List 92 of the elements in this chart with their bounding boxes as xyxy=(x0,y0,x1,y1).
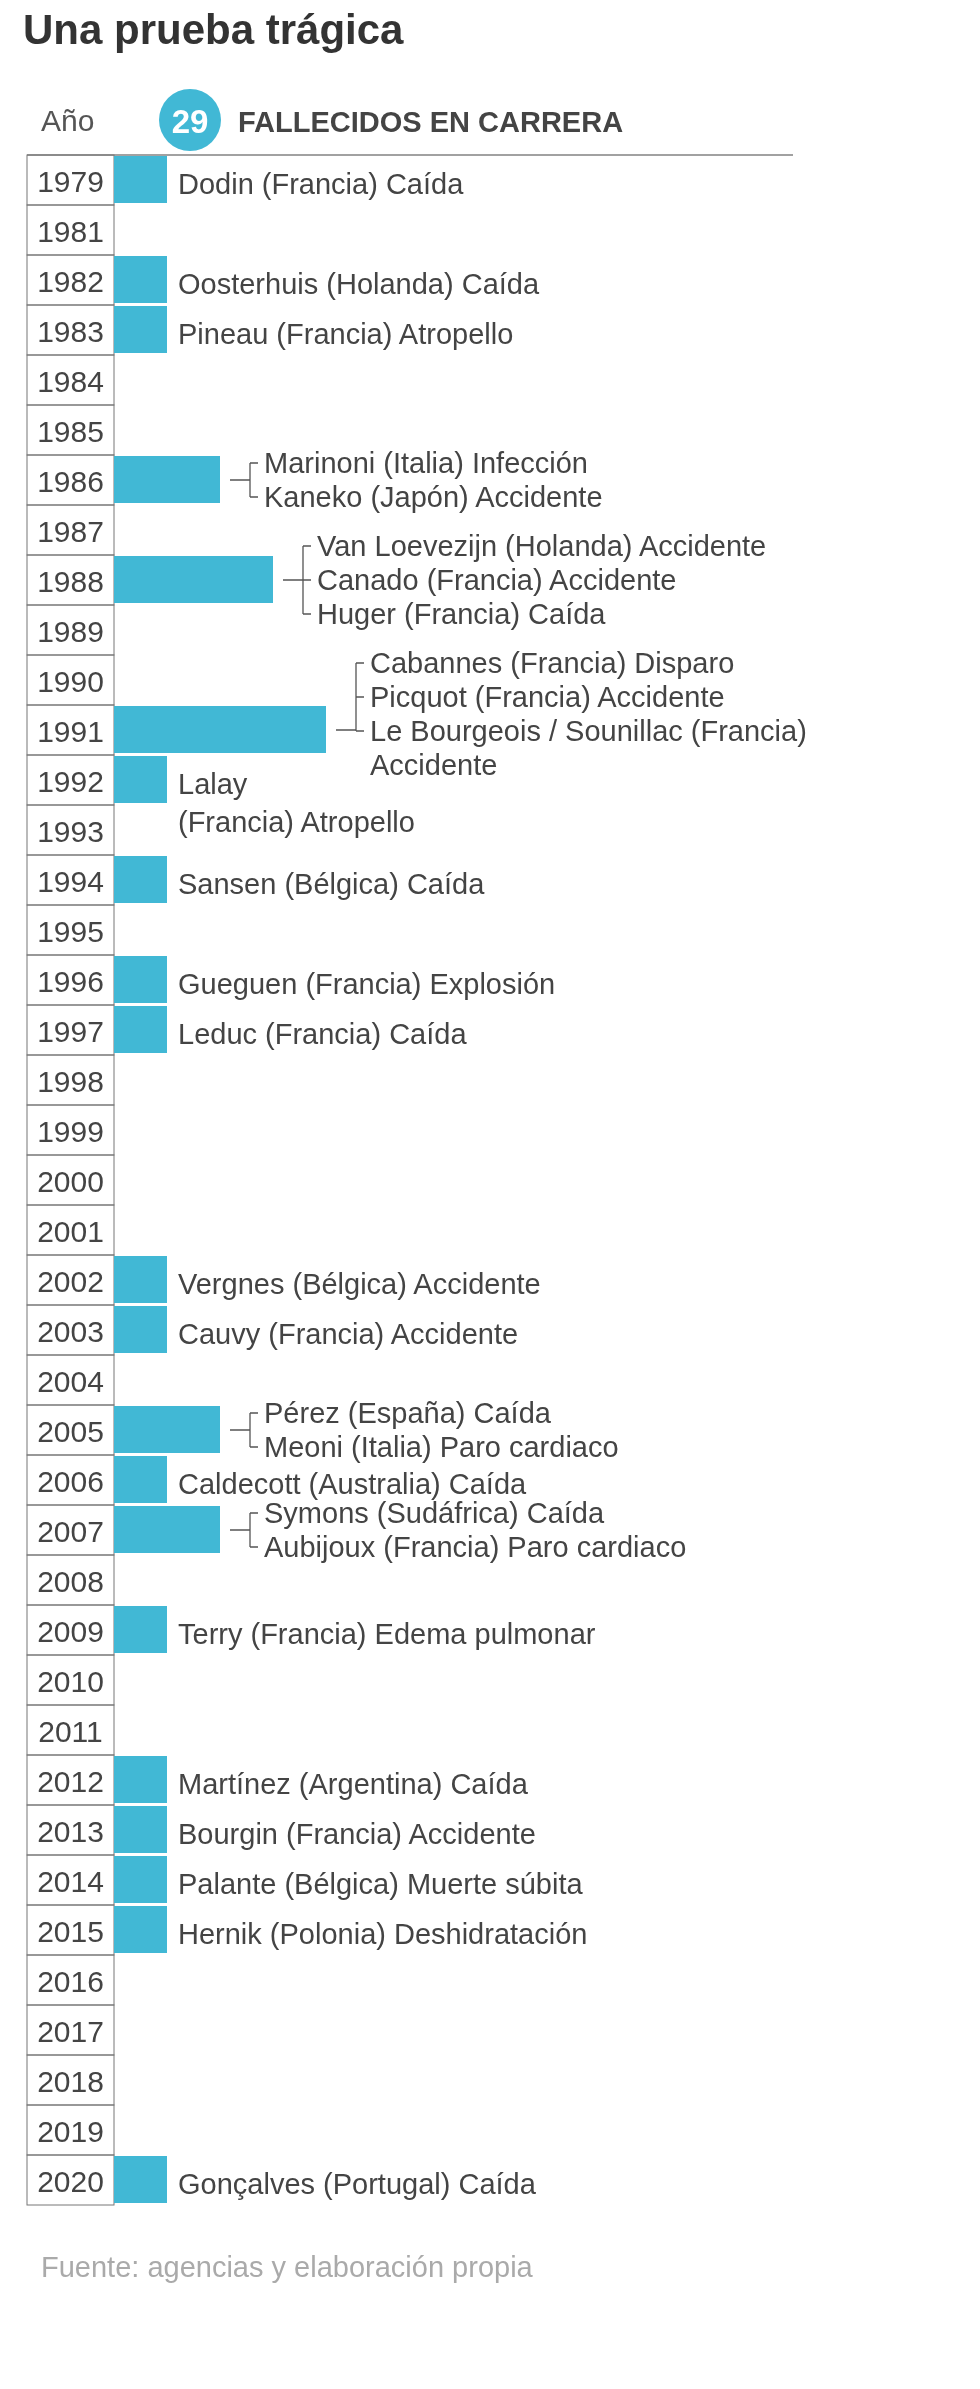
source-note: Fuente: agencias y elaboración propia xyxy=(41,2251,534,2283)
y-tick-label: 1985 xyxy=(37,414,104,448)
y-tick-label: 2016 xyxy=(37,1964,104,1998)
bar xyxy=(114,1256,167,1303)
y-tick-label: 2014 xyxy=(37,1864,104,1898)
y-axis-title: Año xyxy=(41,103,95,137)
bar xyxy=(114,1006,167,1053)
y-tick-label: 1996 xyxy=(37,964,104,998)
annotation: Palante (Bélgica) Muerte súbita xyxy=(178,1868,584,1900)
annotation: Marinoni (Italia) Infección xyxy=(264,447,588,479)
annotation: Pineau (Francia) Atropello xyxy=(178,318,514,350)
y-tick-label: 2005 xyxy=(37,1414,104,1448)
annotation: Van Loevezijn (Holanda) Accidente xyxy=(317,530,767,562)
y-tick-label: 1982 xyxy=(37,264,104,298)
bar xyxy=(114,856,167,903)
bar xyxy=(114,756,167,803)
y-tick-label: 1990 xyxy=(37,664,104,698)
bar xyxy=(114,1856,167,1903)
annotation: Hernik (Polonia) Deshidratación xyxy=(178,1918,588,1950)
y-tick-label: 2012 xyxy=(37,1764,104,1798)
y-tick-label: 2009 xyxy=(37,1614,104,1648)
annotation: Pérez (España) Caída xyxy=(264,1397,552,1429)
y-tick-label: 2018 xyxy=(37,2064,104,2098)
bar xyxy=(114,456,220,503)
annotation: Oosterhuis (Holanda) Caída xyxy=(178,268,540,300)
bar xyxy=(114,956,167,1003)
y-tick-label: 2019 xyxy=(37,2114,104,2148)
annotation: Leduc (Francia) Caída xyxy=(178,1018,468,1050)
y-tick-label: 1989 xyxy=(37,614,104,648)
annotation: Sansen (Bélgica) Caída xyxy=(178,868,486,900)
annotation: Cabannes (Francia) Disparo xyxy=(370,647,735,679)
y-tick-label: 2015 xyxy=(37,1914,104,1948)
text: 29 xyxy=(171,102,209,140)
y-tick-label: 1999 xyxy=(37,1114,104,1148)
annotation: Vergnes (Bélgica) Accidente xyxy=(178,1268,541,1300)
y-tick-label: 1979 xyxy=(37,164,104,198)
y-tick-label: 2004 xyxy=(37,1364,104,1398)
y-tick-label: 2003 xyxy=(37,1314,104,1348)
annotation: Martínez (Argentina) Caída xyxy=(178,1768,529,1800)
y-tick-label: 1991 xyxy=(37,714,104,748)
bar xyxy=(114,306,167,353)
annotation: Gonçalves (Portugal) Caída xyxy=(178,2168,537,2200)
y-tick-label: 1993 xyxy=(37,814,104,848)
y-tick-label: 2011 xyxy=(38,1714,103,1748)
y-tick-label: 2006 xyxy=(37,1464,104,1498)
annotation: Caldecott (Australia) Caída xyxy=(178,1468,528,1500)
bar xyxy=(114,1606,167,1653)
y-tick-label: 1992 xyxy=(37,764,104,798)
bar xyxy=(114,1806,167,1853)
bar xyxy=(114,1456,167,1503)
y-tick-label: 2007 xyxy=(37,1514,104,1548)
y-tick-label: 1984 xyxy=(37,364,104,398)
y-tick-label: 2010 xyxy=(37,1664,104,1698)
legend-label: FALLECIDOS EN CARRERA xyxy=(238,106,624,138)
bar xyxy=(114,1506,220,1553)
y-tick-label: 1981 xyxy=(37,214,104,248)
y-tick-label: 2002 xyxy=(37,1264,104,1298)
annotation: Huger (Francia) Caída xyxy=(317,598,607,630)
y-tick-label: 2001 xyxy=(37,1214,104,1248)
y-tick-label: 2017 xyxy=(37,2014,104,2048)
annotation: Dodin (Francia) Caída xyxy=(178,168,465,200)
bar xyxy=(114,2156,167,2203)
bar xyxy=(114,1406,220,1453)
annotation: Aubijoux (Francia) Paro cardiaco xyxy=(264,1531,687,1563)
bar xyxy=(114,706,326,753)
bar xyxy=(114,256,167,303)
y-tick-label: 2020 xyxy=(37,2164,104,2198)
annotation: Terry (Francia) Edema pulmonar xyxy=(178,1618,596,1650)
bar xyxy=(114,1306,167,1353)
annotation: Canado (Francia) Accidente xyxy=(317,564,677,596)
y-tick-label: 1997 xyxy=(37,1014,104,1048)
y-tick-label: 2000 xyxy=(37,1164,104,1198)
y-tick-label: 2008 xyxy=(37,1564,104,1598)
y-tick-label: 1986 xyxy=(37,464,104,498)
bar xyxy=(114,556,273,603)
annotation: Bourgin (Francia) Accidente xyxy=(178,1818,536,1850)
annotation: Meoni (Italia) Paro cardiaco xyxy=(264,1431,619,1463)
y-tick-label: 2013 xyxy=(37,1814,104,1848)
bar xyxy=(114,156,167,203)
annotation: Cauvy (Francia) Accidente xyxy=(178,1318,519,1350)
bar xyxy=(114,1906,167,1953)
bar xyxy=(114,1756,167,1803)
y-tick-label: 1994 xyxy=(37,864,104,898)
y-tick-label: 1988 xyxy=(37,564,104,598)
y-tick-label: 1995 xyxy=(37,914,104,948)
annotation: Gueguen (Francia) Explosión xyxy=(178,968,556,1000)
y-tick-label: 1998 xyxy=(37,1064,104,1098)
annotation: Kaneko (Japón) Accidente xyxy=(264,481,603,513)
y-tick-label: 1983 xyxy=(37,314,104,348)
annotation: Picquot (Francia) Accidente xyxy=(370,681,725,713)
y-tick-label: 1987 xyxy=(37,514,104,548)
chart-title: Una prueba trágica xyxy=(23,6,405,53)
